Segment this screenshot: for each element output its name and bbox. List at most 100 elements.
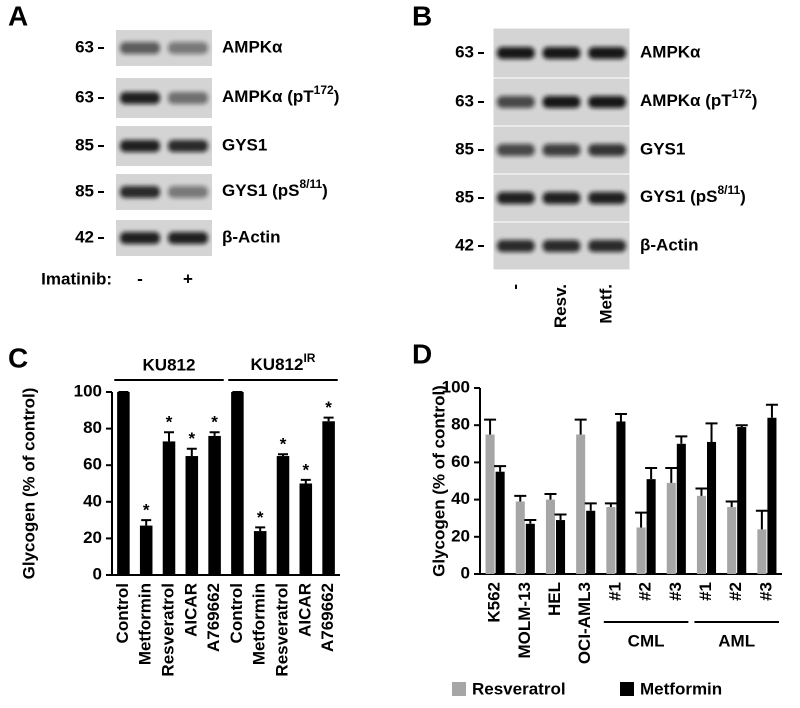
panel-letter: A bbox=[8, 0, 28, 31]
band-label: GYS1 bbox=[222, 135, 267, 154]
y-tick-label: 80 bbox=[451, 415, 470, 434]
band-label-tail: ) bbox=[334, 87, 340, 106]
band-label-main: GYS1 (pS bbox=[640, 187, 717, 206]
significance: * bbox=[325, 398, 332, 417]
blot-band bbox=[168, 42, 208, 54]
bar bbox=[556, 520, 566, 574]
group-label: KU812IR bbox=[251, 351, 316, 374]
bar bbox=[525, 523, 535, 574]
bar bbox=[707, 441, 717, 574]
marker-label: 85 bbox=[75, 135, 94, 154]
legend-swatch bbox=[620, 682, 634, 696]
bar bbox=[231, 392, 244, 575]
x-tick-label: K562 bbox=[485, 582, 504, 623]
error-bar bbox=[255, 526, 266, 532]
error-bar bbox=[278, 453, 288, 457]
lane-label: - bbox=[505, 284, 524, 290]
marker-label: 63 bbox=[75, 87, 94, 106]
x-tick-label: #3 bbox=[756, 582, 775, 601]
blot-band bbox=[542, 192, 581, 204]
error-bar bbox=[604, 502, 617, 508]
bar bbox=[276, 456, 290, 575]
band-label: GYS1 bbox=[640, 139, 685, 158]
blot-band bbox=[497, 144, 535, 156]
band-label-tail: ) bbox=[322, 181, 328, 200]
band-label-sup: 8/11 bbox=[717, 183, 740, 197]
x-tick-label: A769662 bbox=[318, 583, 337, 652]
y-tick-label: 100 bbox=[74, 381, 102, 400]
bar bbox=[117, 392, 130, 575]
blot-band bbox=[542, 47, 581, 59]
y-tick-label: 100 bbox=[442, 377, 470, 396]
error-bar bbox=[675, 435, 688, 444]
blot-band bbox=[168, 232, 208, 244]
x-tick-label: Resveratrol bbox=[272, 583, 291, 677]
error-bar bbox=[695, 487, 708, 496]
blot-band bbox=[542, 144, 581, 156]
error-bar bbox=[574, 418, 587, 435]
bar bbox=[299, 483, 313, 575]
blot-band bbox=[168, 140, 208, 152]
bar bbox=[646, 479, 656, 574]
bar bbox=[676, 443, 686, 574]
bar bbox=[139, 525, 153, 575]
blot-band bbox=[120, 92, 160, 104]
bar bbox=[495, 471, 505, 574]
band-label: β-Actin bbox=[640, 235, 699, 254]
blot-band bbox=[542, 96, 581, 108]
bar bbox=[666, 482, 676, 574]
group-label-main: KU812 bbox=[251, 355, 304, 374]
blot-band bbox=[497, 96, 535, 108]
x-tick-label: Control bbox=[113, 583, 132, 643]
error-bar bbox=[186, 447, 197, 457]
bar bbox=[253, 531, 267, 575]
error-bar bbox=[209, 431, 220, 436]
marker-label: 85 bbox=[455, 139, 474, 158]
bar bbox=[322, 421, 335, 575]
bar bbox=[208, 435, 221, 575]
lane-label: + bbox=[183, 269, 193, 288]
group-label: CML bbox=[628, 631, 665, 650]
error-bar bbox=[323, 416, 334, 422]
marker-label: 85 bbox=[455, 187, 474, 206]
error-bar bbox=[765, 403, 778, 418]
blot-band bbox=[588, 144, 626, 156]
significance: * bbox=[302, 460, 309, 479]
error-bar bbox=[635, 511, 648, 528]
blot-band bbox=[588, 96, 626, 108]
legend-label: Metformin bbox=[640, 679, 722, 698]
band-label-main: AMPKα (pT bbox=[222, 87, 314, 106]
x-tick-label: AICAR bbox=[181, 583, 200, 637]
bar bbox=[636, 527, 646, 574]
y-tick-label: 80 bbox=[83, 418, 102, 437]
error-bar bbox=[755, 509, 768, 530]
error-bar bbox=[584, 502, 597, 511]
error-bar bbox=[705, 422, 718, 442]
band-label-sup: 172 bbox=[732, 87, 752, 101]
y-axis-label: Glycogen (% of control) bbox=[429, 385, 448, 577]
lane-label: Metf. bbox=[597, 284, 616, 324]
bar bbox=[576, 434, 586, 574]
bar bbox=[545, 499, 555, 574]
panel-letter: B bbox=[412, 0, 432, 31]
band-label-main: AMPKα (pT bbox=[640, 91, 732, 110]
x-tick-label: Control bbox=[227, 583, 246, 643]
blot-band bbox=[120, 42, 160, 54]
x-tick-label: #1 bbox=[605, 582, 624, 601]
blot-band bbox=[542, 240, 581, 252]
band-label-sup: 172 bbox=[314, 83, 334, 97]
y-tick-label: 20 bbox=[83, 528, 102, 547]
significance: * bbox=[166, 413, 173, 432]
marker-label: 63 bbox=[455, 91, 474, 110]
significance: * bbox=[143, 501, 150, 520]
significance: * bbox=[280, 435, 287, 454]
x-tick-label: OCI-AML3 bbox=[575, 582, 594, 664]
group-label-sup: IR bbox=[303, 351, 315, 365]
x-tick-label: Metformin bbox=[136, 583, 155, 665]
band-label: β-Actin bbox=[222, 227, 281, 246]
significance: * bbox=[257, 508, 264, 527]
error-bar bbox=[614, 413, 627, 422]
bar bbox=[485, 434, 495, 574]
blot-band bbox=[120, 140, 160, 152]
